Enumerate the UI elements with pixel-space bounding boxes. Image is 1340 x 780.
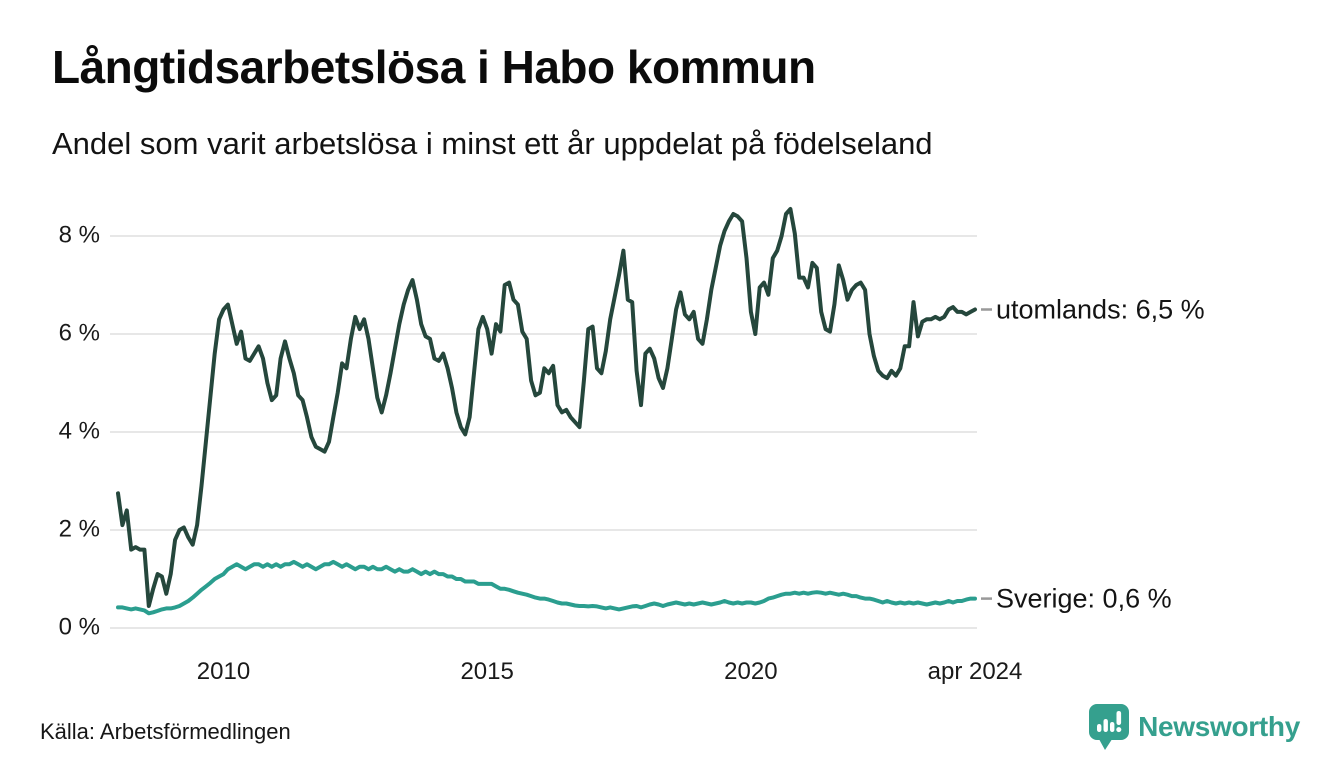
series-end-label-utomlands: utomlands: 6,5 % bbox=[996, 294, 1205, 324]
y-axis-label: 4 % bbox=[58, 417, 100, 445]
x-axis-label: 2015 bbox=[460, 658, 514, 685]
x-axis-label: apr 2024 bbox=[927, 658, 1023, 685]
y-axis-label: 2 % bbox=[58, 515, 100, 543]
newsworthy-wordmark: Newsworthy bbox=[1138, 711, 1300, 742]
series-line-utomlands bbox=[116, 207, 977, 608]
chart-subtitle: Andel som varit arbetslösa i minst ett å… bbox=[52, 126, 933, 161]
y-axis-label: 0 % bbox=[58, 613, 100, 641]
chart-title: Långtidsarbetslösa i Habo kommun bbox=[52, 41, 816, 93]
x-axis-label: 2020 bbox=[724, 658, 778, 685]
y-axis-label: 6 % bbox=[58, 319, 100, 347]
source-note: Källa: Arbetsförmedlingen bbox=[40, 719, 291, 744]
series-line-Sverige bbox=[116, 559, 977, 616]
x-axis-label: 2010 bbox=[196, 658, 251, 685]
newsworthy-badge-icon bbox=[1089, 704, 1130, 750]
series-end-label-Sverige: Sverige: 0,6 % bbox=[996, 583, 1172, 614]
y-axis-label: 8 % bbox=[58, 221, 100, 249]
newsworthy-logo: Newsworthy bbox=[1088, 703, 1300, 751]
